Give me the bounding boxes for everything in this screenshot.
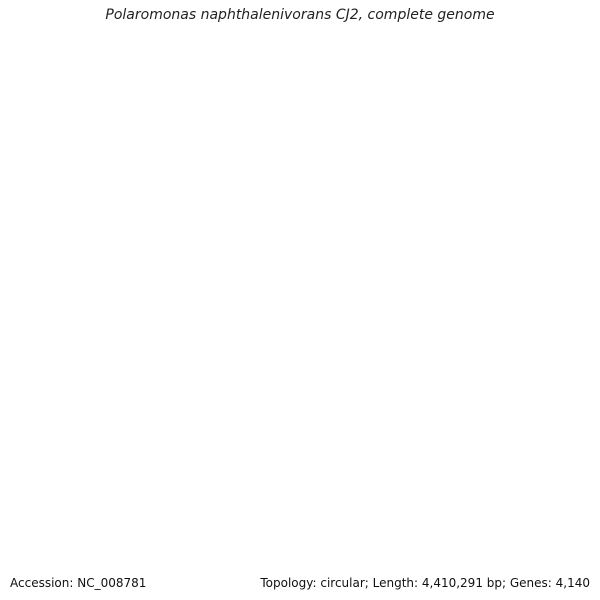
genome-summary-text: Topology: circular; Length: 4,410,291 bp…	[260, 576, 590, 590]
accession-text: Accession: NC_008781	[10, 576, 147, 590]
genome-title: Polaromonas naphthalenivorans CJ2, compl…	[105, 7, 495, 23]
